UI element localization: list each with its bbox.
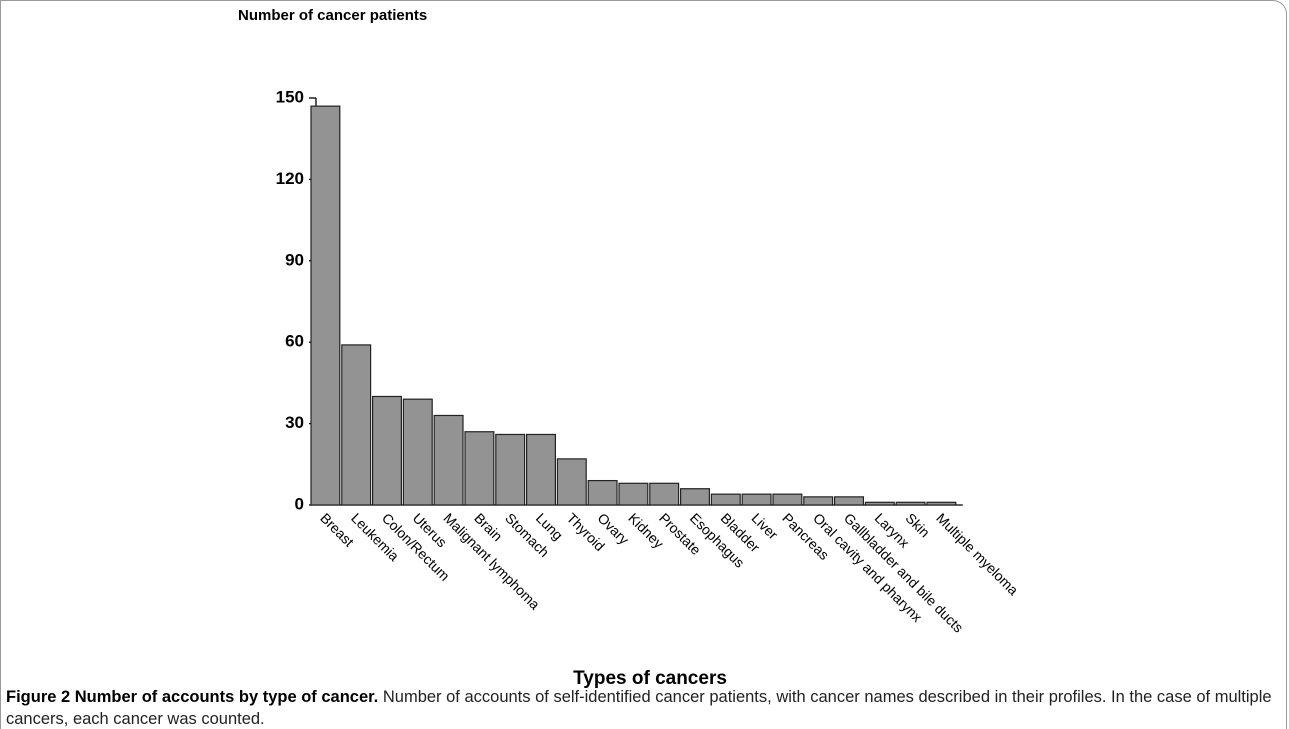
- x-tick-label: Breast: [317, 510, 357, 550]
- caption-title: Figure 2 Number of accounts by type of c…: [6, 688, 379, 706]
- y-axis-title: Number of cancer patients: [238, 7, 428, 24]
- bar: [587, 479, 618, 506]
- bar: [372, 395, 403, 506]
- x-axis-title: Types of cancers: [573, 668, 727, 689]
- bar: [710, 493, 741, 506]
- bar: [895, 501, 926, 506]
- bar: [926, 501, 957, 506]
- bar: [618, 482, 649, 506]
- bar: [402, 398, 433, 506]
- bar: [556, 458, 587, 506]
- bar: [310, 105, 341, 506]
- x-tick-label: Multiple myeloma: [933, 510, 1021, 598]
- bar: [803, 496, 834, 506]
- bar: [341, 344, 372, 506]
- y-tick-label: 150: [276, 87, 304, 106]
- bar: [833, 496, 864, 506]
- bar: [772, 493, 803, 506]
- y-tick-label: 90: [285, 250, 304, 269]
- y-tick-label: 30: [285, 413, 304, 432]
- y-tick-label: 120: [276, 169, 304, 188]
- caption: Figure 2 Number of accounts by type of c…: [6, 686, 1276, 729]
- y-tick-label: 0: [295, 494, 304, 513]
- bar: [433, 414, 464, 506]
- bar: [741, 493, 772, 506]
- caption-text: Number of accounts of self-identified ca…: [6, 688, 1272, 728]
- y-tick-label: 60: [285, 332, 304, 351]
- bar: [649, 482, 680, 506]
- bar: [864, 501, 895, 506]
- bar: [525, 433, 556, 506]
- bar: [464, 431, 495, 506]
- bar: [679, 488, 710, 506]
- bar: [495, 433, 526, 506]
